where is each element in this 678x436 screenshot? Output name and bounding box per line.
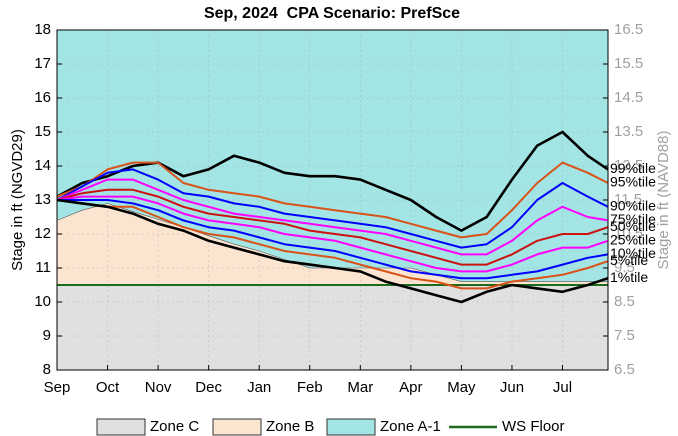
x-tick-label: Jul <box>553 379 572 396</box>
zone-area <box>57 285 608 370</box>
y-axis-label: Stage in ft (NGVD29) <box>9 129 26 271</box>
percentile-line <box>56 178 609 256</box>
legend-label: Zone B <box>266 418 314 435</box>
x-tick-label: Oct <box>96 379 120 396</box>
y2-tick-label: 13.5 <box>614 123 643 140</box>
y2-tick-label: 12.5 <box>614 157 643 174</box>
line-end-label: 99%tile <box>610 160 656 176</box>
x-tick-label: Mar <box>347 379 373 396</box>
y2-tick-label: 10.5 <box>614 225 643 242</box>
x-tick-label: Apr <box>399 379 422 396</box>
legend-label: Zone C <box>150 418 199 435</box>
line-end-label: 95%tile <box>610 174 656 190</box>
x-tick-label: Jun <box>500 379 524 396</box>
x-tick-label: Nov <box>145 379 172 396</box>
line-end-label: 5%tile <box>610 252 648 268</box>
percentile-line <box>56 161 609 239</box>
legend-swatch <box>212 418 262 436</box>
y-tick-label: 15 <box>34 123 51 140</box>
x-tick-label: Jan <box>247 379 271 396</box>
line-end-label: 25%tile <box>610 232 656 248</box>
x-tick-label: Feb <box>297 379 323 396</box>
y-tick-label: 13 <box>34 191 51 208</box>
percentile-line <box>56 188 609 266</box>
legend-label: Zone A-1 <box>380 418 441 435</box>
percentile-line <box>57 199 609 280</box>
y-tick-label: 17 <box>34 55 51 72</box>
line-end-label: 75%tile <box>610 211 656 227</box>
chart-title: Sep, 2024 CPA Scenario: PrefSce <box>204 5 460 22</box>
y2-tick-label: 11.5 <box>614 191 642 208</box>
percentile-line <box>56 130 609 232</box>
line-end-label: 1%tile <box>610 269 648 285</box>
y2-tick-label: 8.5 <box>614 293 635 310</box>
y2-axis-label: Stage in ft (NAVD88) <box>655 131 672 270</box>
y-tick-label: 18 <box>34 21 51 38</box>
y-tick-label: 14 <box>34 157 51 174</box>
y2-tick-label: 9.5 <box>614 259 635 276</box>
x-tick-label: May <box>447 379 476 396</box>
y2-tick-label: 15.5 <box>614 55 643 72</box>
line-end-label: 90%tile <box>610 198 656 214</box>
percentile-line <box>56 199 609 290</box>
line-end-label: 50%tile <box>610 218 656 234</box>
legend-label: WS Floor <box>502 418 565 435</box>
y-tick-label: 10 <box>34 293 51 310</box>
y-tick-label: 8 <box>43 361 51 378</box>
y-tick-label: 11 <box>35 259 51 276</box>
y2-tick-label: 14.5 <box>614 89 643 106</box>
x-tick-label: Sep <box>44 379 71 396</box>
percentile-line <box>56 195 609 273</box>
y-tick-label: 16 <box>34 89 51 106</box>
plot-frame <box>56 29 609 371</box>
percentile-line <box>56 168 609 249</box>
y-tick-label: 12 <box>34 225 51 242</box>
percentile-line <box>56 198 609 304</box>
y2-tick-label: 7.5 <box>614 327 635 344</box>
legend-swatch <box>326 418 376 436</box>
x-tick-label: Dec <box>195 379 222 396</box>
y2-tick-label: 6.5 <box>614 361 635 378</box>
y2-tick-label: 16.5 <box>614 21 643 38</box>
line-end-label: 10%tile <box>610 245 656 261</box>
y-tick-label: 9 <box>43 327 51 344</box>
legend-swatch <box>96 418 146 436</box>
